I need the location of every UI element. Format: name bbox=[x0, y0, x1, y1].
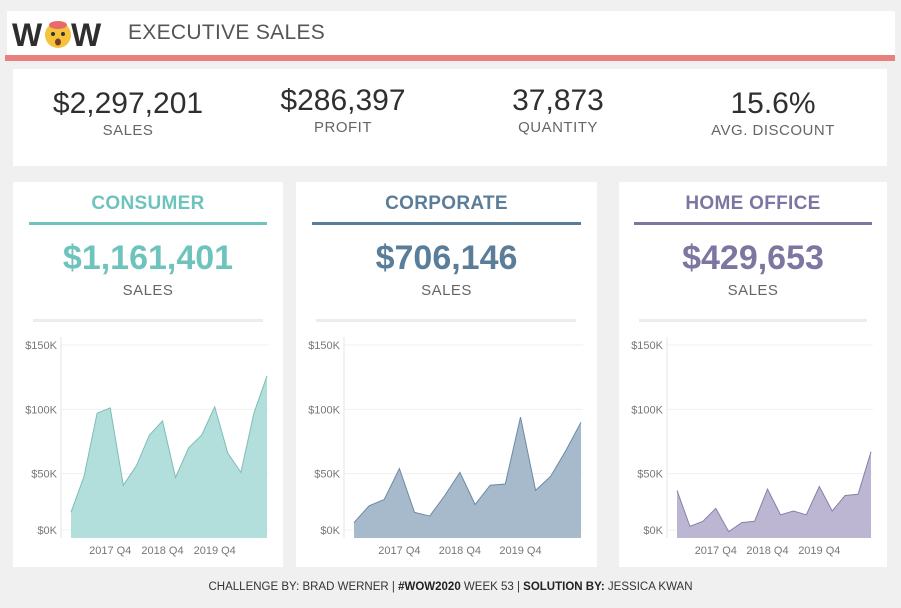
footer-credits: CHALLENGE BY: BRAD WERNER | #WOW2020 WEE… bbox=[0, 581, 901, 593]
kpi-profit: $286,397 PROFIT bbox=[258, 84, 428, 136]
footer-challenge: CHALLENGE BY: BRAD WERNER | bbox=[208, 581, 399, 593]
segment-panel-consumer: CONSUMER $1,161,401 SALES $150K $100K $50K… bbox=[13, 182, 283, 567]
y-tick-label: $100K bbox=[631, 404, 663, 416]
header-bar bbox=[7, 11, 895, 57]
segment-panel-home-office: HOME OFFICE $429,653 SALES $150K $100K $50… bbox=[619, 182, 887, 567]
area-fill bbox=[354, 417, 581, 538]
x-tick-label: 2017 Q4 bbox=[378, 545, 420, 557]
footer-solution-label: SOLUTION BY: bbox=[523, 581, 605, 593]
logo-w-left: W bbox=[12, 17, 43, 51]
y-tick-label: $150K bbox=[631, 340, 663, 352]
segment-rule bbox=[312, 222, 581, 225]
y-tick-label: $150K bbox=[308, 340, 340, 352]
x-tick-label: 2018 Q4 bbox=[746, 545, 788, 557]
y-tick-label: $0K bbox=[643, 525, 663, 537]
logo-emoji-face bbox=[45, 22, 71, 48]
segment-name: CONSUMER bbox=[91, 193, 205, 214]
kpi-sales: $2,297,201 SALES bbox=[33, 87, 223, 139]
segment-sales-label: SALES bbox=[122, 282, 174, 299]
segment-sales-value: $1,161,401 bbox=[62, 239, 234, 277]
area-fill bbox=[677, 451, 871, 538]
y-tick-label: $50K bbox=[31, 469, 57, 481]
segment-area-chart[interactable]: $150K $100K $50K $0K 2017 Q4 2018 Q4 2019 Q4 bbox=[296, 327, 597, 567]
footer-author: JESSICA KWAN bbox=[604, 581, 693, 593]
kpi-banner: $2,297,201 SALES $286,397 PROFIT 37,873 … bbox=[13, 69, 887, 166]
y-tick-label: $0K bbox=[37, 525, 57, 537]
footer-week: WEEK 53 | bbox=[460, 581, 524, 593]
segment-rule bbox=[29, 222, 267, 225]
segment-separator bbox=[316, 319, 576, 322]
y-tick-label: $0K bbox=[320, 525, 340, 537]
footer-hashtag: #WOW2020 bbox=[398, 581, 461, 593]
y-tick-label: $100K bbox=[25, 404, 57, 416]
x-tick-label: 2019 Q4 bbox=[499, 545, 541, 557]
logo-emoji-burst bbox=[49, 21, 67, 29]
segment-separator bbox=[33, 319, 263, 322]
area-fill bbox=[71, 375, 267, 538]
kpi-label: QUANTITY bbox=[518, 119, 598, 136]
segment-panel-corporate: CORPORATE $706,146 SALES $150K $100K $50K $… bbox=[296, 182, 597, 567]
segment-sales-value: $706,146 bbox=[375, 239, 518, 277]
y-tick-label: $50K bbox=[637, 469, 663, 481]
kpi-label: SALES bbox=[102, 122, 154, 139]
wow-logo: W W bbox=[12, 17, 102, 51]
segment-rule bbox=[634, 222, 872, 225]
segment-separator bbox=[639, 319, 867, 322]
kpi-label: AVG. DISCOUNT bbox=[711, 122, 835, 139]
x-tick-label: 2017 Q4 bbox=[695, 545, 737, 557]
segment-name: HOME OFFICE bbox=[685, 193, 821, 214]
segment-sales-label: SALES bbox=[421, 282, 472, 299]
kpi-label: PROFIT bbox=[314, 119, 372, 136]
x-tick-label: 2018 Q4 bbox=[141, 545, 183, 557]
x-tick-label: 2017 Q4 bbox=[89, 545, 131, 557]
y-tick-label: $100K bbox=[308, 404, 340, 416]
segment-sales-value: $429,653 bbox=[682, 239, 824, 277]
kpi-value: 37,873 bbox=[512, 84, 604, 117]
kpi-avg-discount: 15.6% AVG. DISCOUNT bbox=[693, 87, 853, 139]
y-tick-label: $50K bbox=[314, 469, 340, 481]
y-tick-label: $150K bbox=[25, 340, 57, 352]
x-tick-label: 2019 Q4 bbox=[798, 545, 840, 557]
area-line bbox=[676, 451, 872, 533]
area-line bbox=[353, 416, 582, 523]
segment-name: CORPORATE bbox=[385, 193, 508, 214]
kpi-value: $286,397 bbox=[280, 84, 406, 117]
x-tick-label: 2018 Q4 bbox=[439, 545, 481, 557]
kpi-value: $2,297,201 bbox=[52, 87, 204, 120]
segment-area-chart[interactable]: $150K $100K $50K $0K 2017 Q4 2018 Q4 2019 Q4 bbox=[619, 327, 887, 567]
header-accent-rule bbox=[5, 55, 895, 61]
segment-area-chart[interactable]: $150K $100K $50K $0K 2017 Q4 2018 Q4 2019 Q4 bbox=[13, 327, 283, 567]
kpi-value: 15.6% bbox=[730, 87, 816, 120]
segment-sales-label: SALES bbox=[727, 282, 779, 299]
page-title: EXECUTIVE SALES bbox=[128, 21, 326, 44]
area-line bbox=[70, 375, 268, 513]
kpi-quantity: 37,873 QUANTITY bbox=[478, 84, 638, 136]
x-tick-label: 2019 Q4 bbox=[194, 545, 236, 557]
logo-w-right: W bbox=[71, 17, 102, 51]
